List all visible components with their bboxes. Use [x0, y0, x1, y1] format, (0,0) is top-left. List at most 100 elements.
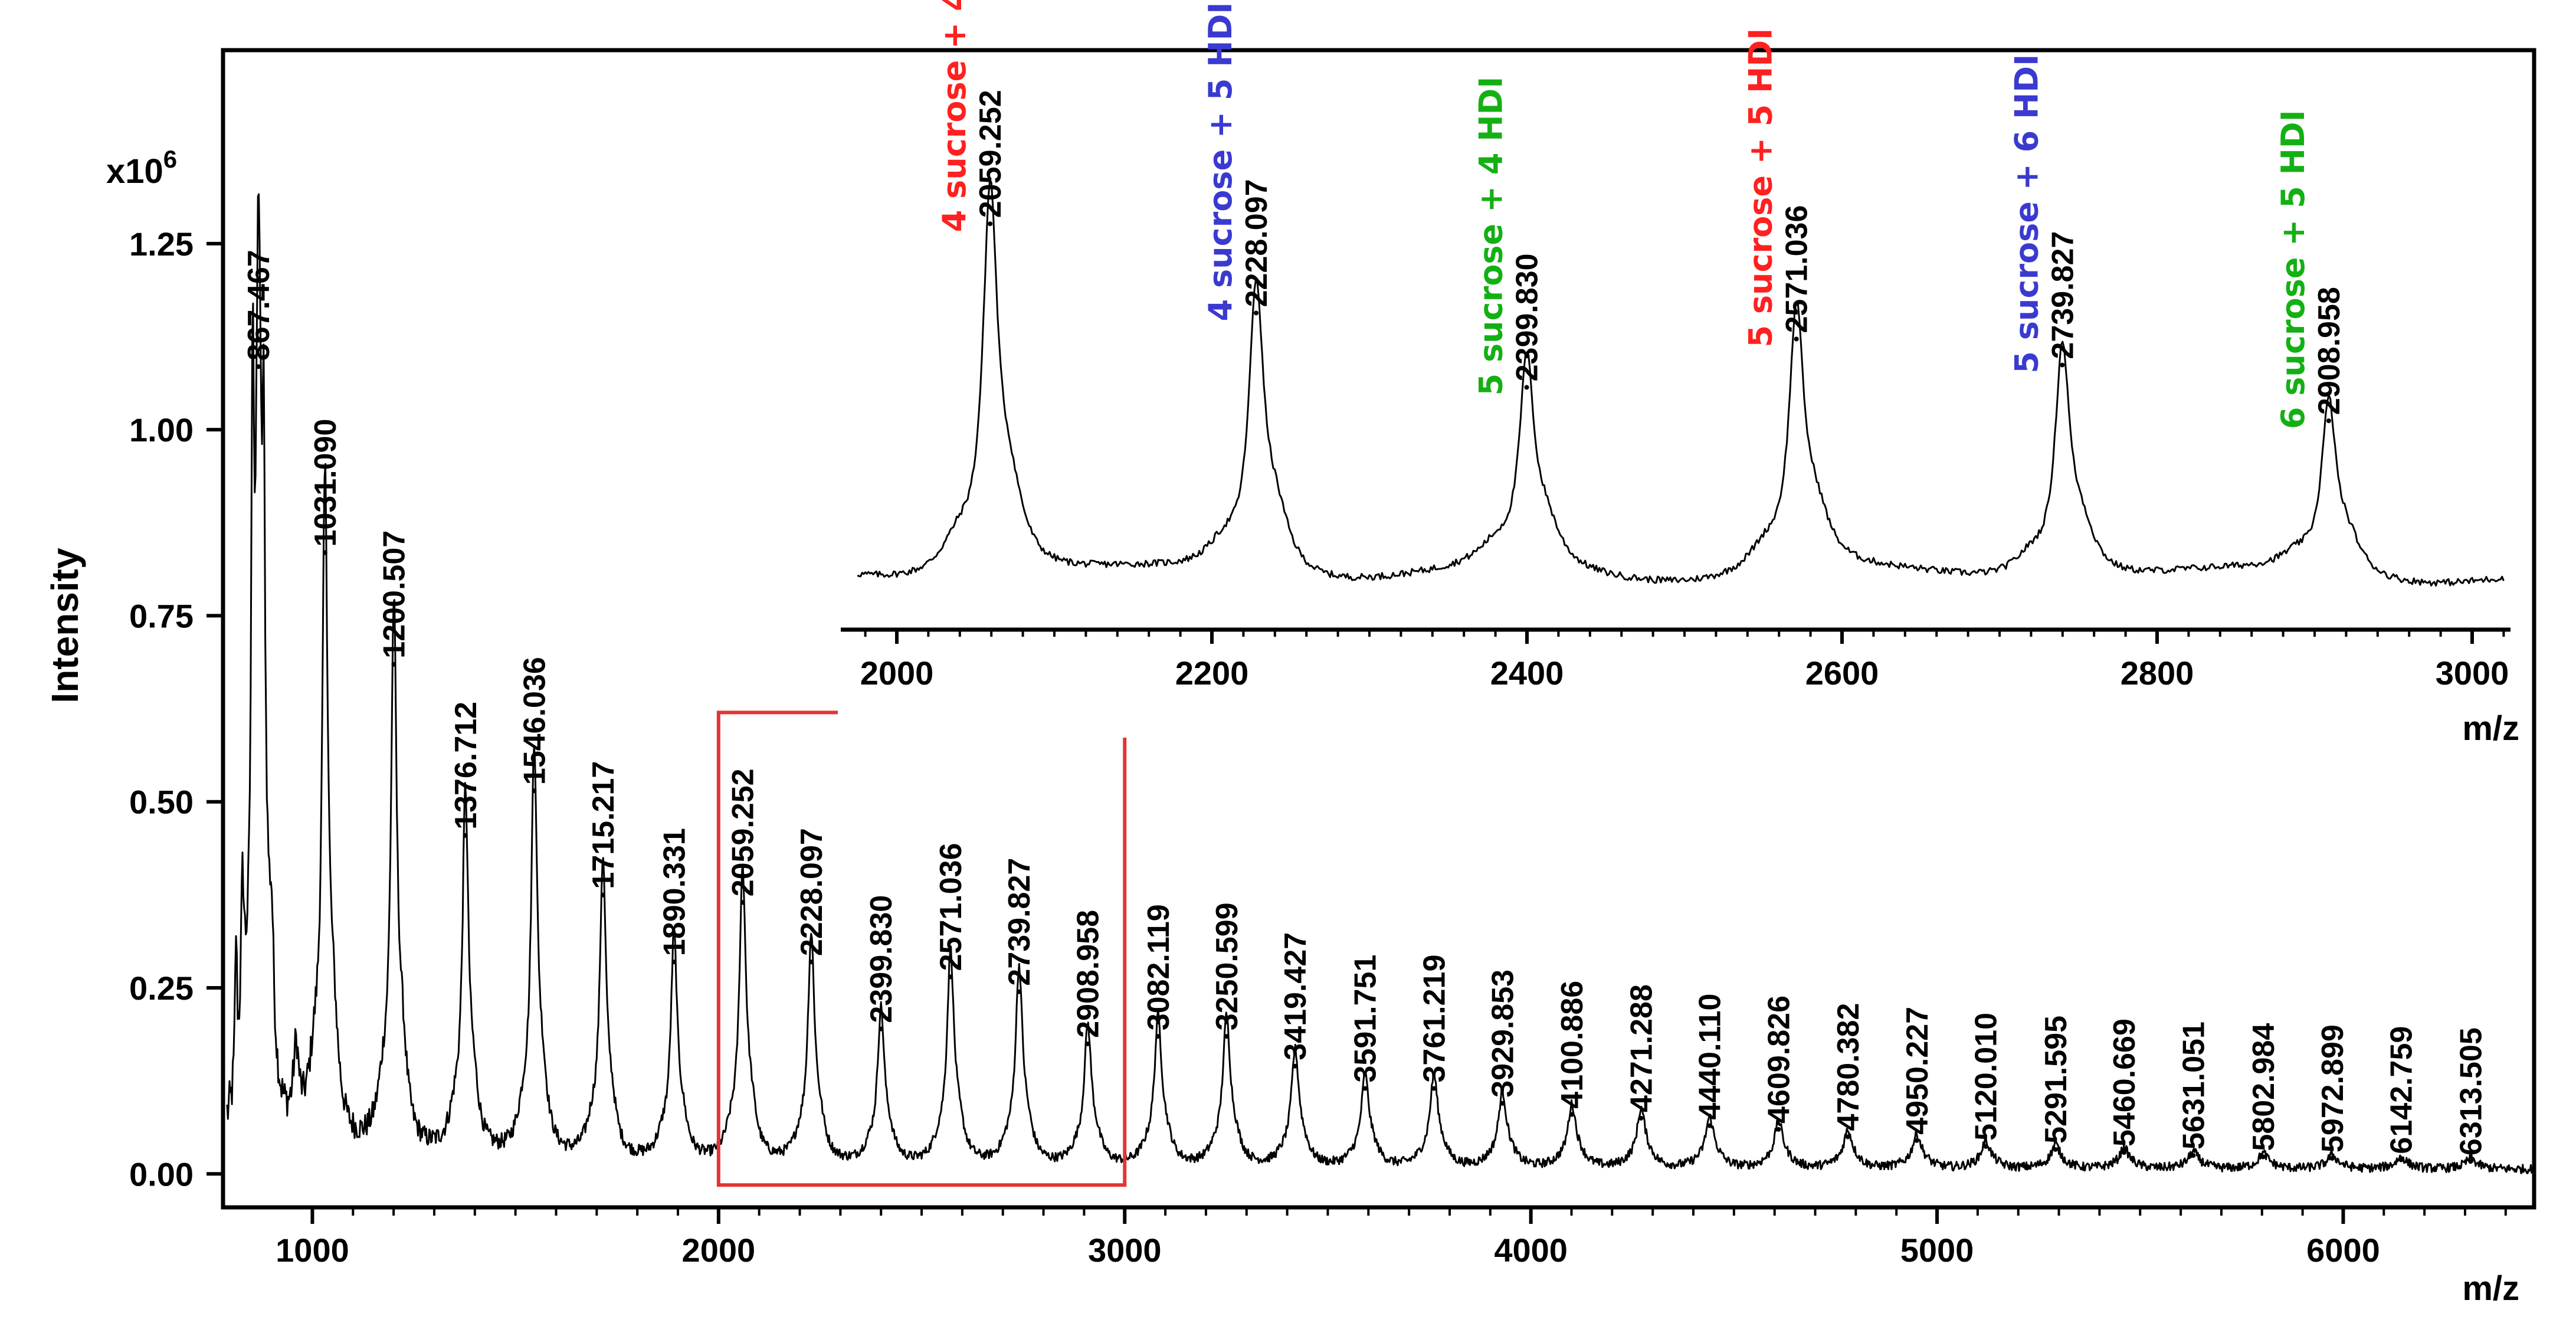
- peak-mz-label: 1031.090: [309, 419, 343, 547]
- peak-label: 1890.331: [657, 828, 691, 965]
- peak-label: 5120.010: [1969, 1013, 2004, 1149]
- peak-dot: [1914, 1138, 1919, 1143]
- peak-mz-label: 5460.669: [2108, 1019, 2142, 1147]
- inset-peak-dot: [2060, 362, 2065, 368]
- peak-mz-label: 3591.751: [1349, 955, 1383, 1083]
- peak-mz-label: 2739.827: [1002, 858, 1037, 986]
- peak-mz-label: 5631.051: [2177, 1021, 2211, 1150]
- peak-mz-label: 5120.010: [1969, 1013, 2004, 1141]
- peak-dot: [463, 833, 468, 838]
- y-multiplier: x106: [106, 145, 177, 191]
- peak-mz-label: 1890.331: [657, 828, 691, 956]
- peak-label: 6142.759: [2385, 1026, 2419, 1163]
- inset-peak-dot: [988, 221, 993, 227]
- peak-mz-label: 3419.427: [1279, 932, 1313, 1060]
- peak-dot: [2191, 1153, 2196, 1158]
- peak-mz-label: 6142.759: [2385, 1026, 2419, 1154]
- peak-label: 2571.036: [934, 843, 968, 980]
- x-tick-label: 6000: [2306, 1232, 2380, 1269]
- peak-label: 1715.217: [586, 761, 621, 898]
- y-tick-label: 0.75: [129, 597, 194, 634]
- y-tick-label: 0.50: [129, 784, 194, 821]
- peak-label: 5972.899: [2316, 1024, 2350, 1161]
- peak-label: 4609.826: [1762, 996, 1797, 1132]
- peak-mz-label: 4271.288: [1624, 984, 1659, 1112]
- inset-peak-mz-label: 2908.958: [2312, 287, 2346, 415]
- peak-dot: [1569, 1112, 1575, 1117]
- peak-dot: [1017, 989, 1022, 994]
- peak-mz-label: 2228.097: [795, 828, 829, 956]
- inset-composition-annotation: 4 sucrose + 5 HDI: [1202, 2, 1239, 322]
- peak-mz-label: 1715.217: [586, 761, 621, 889]
- peak-dot: [256, 364, 261, 369]
- peak-dot: [1292, 1063, 1297, 1069]
- main-plot-frame: [221, 48, 2536, 1210]
- peak-dot: [1500, 1101, 1505, 1106]
- peak-mz-label: 5972.899: [2316, 1024, 2350, 1152]
- peak-label: 1031.090: [309, 419, 343, 555]
- peak-mz-label: 3929.853: [1486, 970, 1520, 1098]
- peak-dot: [948, 974, 953, 980]
- inset-x-axis-label: m/z: [2462, 709, 2519, 748]
- peak-label: 4440.110: [1693, 994, 1728, 1128]
- peak-label: 1376.712: [449, 702, 483, 838]
- peak-dot: [671, 960, 677, 965]
- peak-label: 5291.595: [2039, 1016, 2073, 1152]
- peak-mz-label: 867.467: [242, 250, 276, 361]
- x-axis-label: m/z: [2462, 1269, 2519, 1308]
- peak-mz-label: 1200.507: [378, 531, 412, 659]
- peak-mz-label: 4440.110: [1693, 994, 1728, 1120]
- peak-dot: [1638, 1115, 1644, 1121]
- peak-mz-label: 4100.886: [1555, 981, 1589, 1109]
- main-plot: 0.00 0.25 0.50 0.75 1.00 1.25 1000 2000 3000 400…: [44, 48, 2536, 1308]
- peak-mz-label: 3250.599: [1210, 902, 1244, 1030]
- peak-mz-label: 6313.505: [2454, 1027, 2488, 1155]
- peak-dot: [2053, 1147, 2058, 1152]
- inset-x-tick-label: 2800: [2121, 654, 2194, 692]
- peak-label: 1200.507: [378, 531, 412, 667]
- peak-mz-label: 1546.036: [517, 657, 552, 785]
- inset-peak-mz-label: 2571.036: [1780, 205, 1814, 333]
- peak-dot: [1983, 1144, 1988, 1149]
- y-axis-ticks: 0.00 0.25 0.50 0.75 1.00 1.25: [129, 225, 223, 1193]
- x-tick-label: 3000: [1088, 1232, 1162, 1269]
- peak-dot: [2260, 1154, 2266, 1160]
- peak-label: 3591.751: [1349, 955, 1383, 1091]
- x-tick-label: 5000: [1900, 1232, 1974, 1269]
- peak-label: 4780.382: [1831, 1003, 1866, 1139]
- inset-peak-dot: [1254, 310, 1259, 316]
- inset-x-tick-label: 2400: [1490, 654, 1564, 692]
- x-tick-label: 4000: [1494, 1232, 1568, 1269]
- peak-dot: [322, 550, 327, 555]
- inset-x-tick-label: 3000: [2436, 654, 2509, 692]
- peak-label: 2228.097: [795, 828, 829, 965]
- peak-mz-label: 2908.958: [1071, 910, 1106, 1038]
- inset-x-axis-ticks: 2000 2200 2400 2600 2800 3000: [860, 630, 2509, 692]
- peak-label: 5631.051: [2177, 1021, 2211, 1158]
- peak-dot: [2122, 1150, 2127, 1155]
- inset-x-tick-label: 2200: [1175, 654, 1249, 692]
- peak-mz-label: 3761.219: [1417, 955, 1451, 1083]
- peak-dot: [740, 900, 745, 905]
- peak-label: 3082.119: [1142, 904, 1176, 1039]
- inset-composition-annotation: 5 sucrose + 6 HDI: [2008, 54, 2045, 374]
- inset-peak-mz-label: 2059.252: [974, 90, 1008, 218]
- peak-dot: [1707, 1123, 1712, 1128]
- peak-dot: [808, 960, 814, 965]
- peak-mz-label: 4609.826: [1762, 996, 1797, 1124]
- peak-mz-label: 5291.595: [2039, 1016, 2073, 1144]
- inset-composition-annotation: 5 sucrose + 4 HDI: [1473, 77, 1510, 396]
- inset-peak-dot: [1524, 385, 1529, 390]
- main-spectrum-trace: [226, 193, 2533, 1174]
- y-axis-label: Intensity: [44, 548, 86, 703]
- peak-dot: [1845, 1134, 1850, 1139]
- peak-label: 4100.886: [1555, 981, 1589, 1117]
- peak-mz-label: 2571.036: [934, 843, 968, 971]
